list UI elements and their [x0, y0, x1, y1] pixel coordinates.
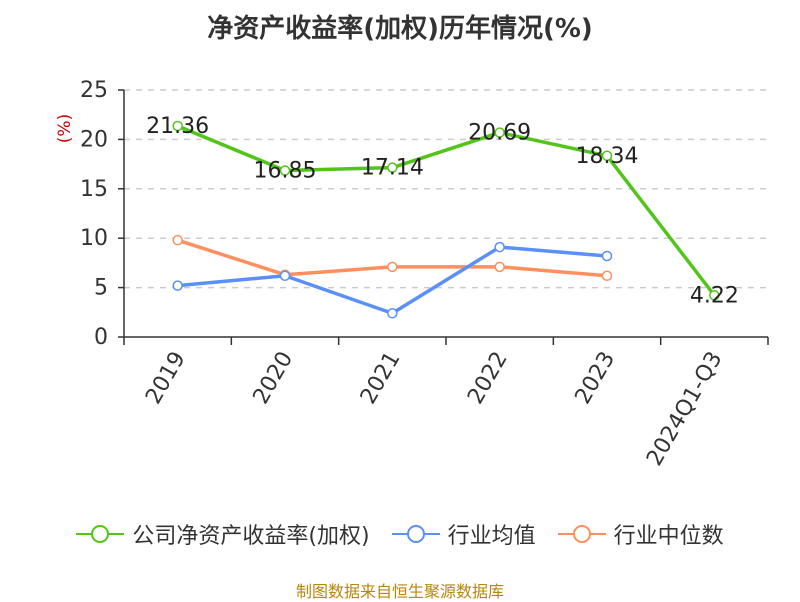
data-point — [494, 127, 505, 138]
data-point — [601, 270, 613, 281]
data-point — [172, 120, 183, 132]
legend-item[interactable]: 行业均值 — [391, 518, 536, 550]
y-tick-label: 20 — [80, 127, 108, 152]
data-point — [601, 150, 613, 162]
legend-label: 行业均值 — [447, 524, 536, 549]
source-footer: 制图数据来自恒生聚源数据库 — [295, 582, 504, 601]
legend-label: 公司净资产收益率(加权) — [132, 524, 370, 549]
legend-item[interactable]: 行业中位数 — [557, 518, 724, 550]
x-tick-label: 2021 — [356, 348, 406, 409]
chart-title: 净资产收益率(加权)历年情况(%) — [207, 14, 593, 44]
data-point — [494, 241, 505, 253]
data-label: 18.34 — [576, 144, 639, 169]
x-tick-label: 2022 — [463, 347, 513, 408]
grid-lines — [124, 89, 768, 289]
data-labels: 21.36 16.85 17.14 20.69 18.34 4.22 — [146, 114, 739, 308]
x-tick-label: 2023 — [571, 348, 621, 409]
data-point — [172, 234, 183, 246]
data-point — [387, 308, 398, 319]
legend-marker-icon — [76, 525, 125, 543]
legend-item[interactable]: 公司净资产收益率(加权) — [76, 518, 370, 550]
y-tick-label: 0 — [94, 325, 108, 350]
series-line — [177, 245, 608, 316]
data-label: 21.36 — [146, 114, 209, 139]
data-point — [494, 261, 505, 273]
data-point — [601, 250, 613, 262]
data-label: 4.22 — [690, 283, 739, 308]
data-point — [279, 165, 291, 176]
data-point — [387, 261, 398, 273]
y-axis-label: (%) — [55, 114, 75, 143]
y-tick-label: 5 — [94, 276, 108, 301]
data-point — [279, 270, 291, 281]
legend-label: 行业中位数 — [613, 524, 724, 549]
series-group — [172, 120, 720, 319]
data-label: 17.14 — [361, 156, 424, 181]
data-point — [387, 162, 398, 173]
x-tick-label: 2020 — [249, 348, 299, 409]
x-tick-label: 2024Q1-Q3 — [642, 348, 727, 471]
data-point — [709, 290, 720, 301]
data-label: 20.69 — [468, 121, 531, 146]
legend-marker-icon — [391, 525, 440, 543]
y-tick-label: 10 — [80, 226, 108, 251]
legend-marker-icon — [557, 525, 606, 543]
y-tick-label: 25 — [80, 78, 108, 103]
y-tick-label: 15 — [80, 177, 108, 202]
data-label: 16.85 — [254, 159, 317, 184]
series-line — [176, 124, 716, 297]
x-tick-label: 2019 — [141, 348, 191, 409]
data-point — [172, 280, 183, 291]
legend: 公司净资产收益率(加权) 行业均值 行业中位数 — [0, 518, 800, 550]
